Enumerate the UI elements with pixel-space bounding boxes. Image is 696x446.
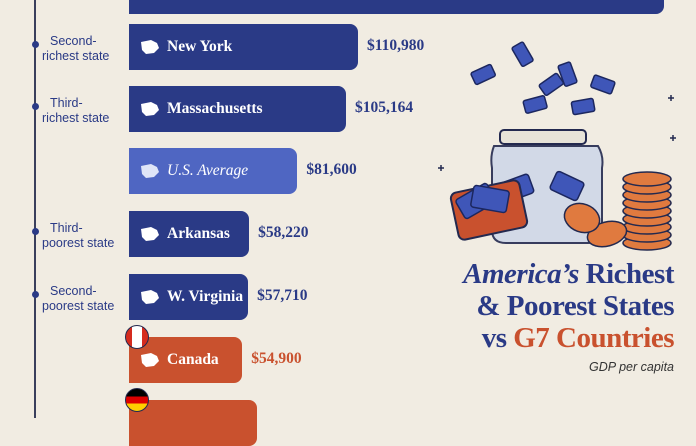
bar-value: $57,710 bbox=[257, 287, 308, 304]
bar-value: $58,220 bbox=[258, 224, 309, 241]
chart-subtitle: GDP per capita bbox=[589, 360, 674, 374]
bill-icon bbox=[470, 41, 616, 116]
bar-w-virginia: W. Virginia bbox=[129, 274, 249, 320]
timeline-dot bbox=[32, 228, 39, 235]
bar-label: Massachusetts bbox=[167, 100, 263, 117]
timeline-dot bbox=[32, 103, 39, 110]
bar-arkansas: Arkansas bbox=[129, 211, 250, 257]
bar-u-s-average: U.S. Average bbox=[129, 148, 298, 194]
bar-label: New York bbox=[167, 38, 233, 55]
state-shape-icon bbox=[141, 290, 159, 304]
bar-label: U.S. Average bbox=[167, 162, 249, 179]
rank-label: Second-poorest state bbox=[42, 284, 115, 313]
state-shape-icon bbox=[141, 102, 159, 116]
state-shape-icon bbox=[141, 164, 159, 178]
timeline-dot bbox=[32, 291, 39, 298]
title-line-3: vs G7 Countries bbox=[481, 322, 675, 354]
coin-stack-icon bbox=[563, 171, 672, 251]
germany-flag-icon bbox=[125, 388, 149, 412]
bar-new-york: New York bbox=[129, 24, 358, 70]
timeline-axis bbox=[34, 0, 36, 418]
rank-label: Second-richest state bbox=[42, 34, 110, 63]
bar-value: $81,600 bbox=[306, 161, 357, 178]
rank-label: Third-poorest state bbox=[42, 221, 115, 250]
bar-label: Canada bbox=[167, 351, 219, 368]
bar-partial-7 bbox=[125, 388, 257, 446]
canada-flag-icon bbox=[125, 325, 149, 349]
sparkle-icon bbox=[438, 95, 676, 171]
bar-label: W. Virginia bbox=[167, 288, 244, 305]
chart-title: America’s Richest & Poorest States vs G7… bbox=[463, 258, 674, 374]
bar-label: Arkansas bbox=[167, 225, 230, 242]
rank-label: Third-richest state bbox=[42, 96, 110, 125]
title-line-1: America’s Richest bbox=[463, 258, 674, 290]
state-shape-icon bbox=[141, 40, 159, 54]
bar-massachusetts: Massachusetts bbox=[129, 86, 346, 132]
bar-value: $110,980 bbox=[367, 37, 425, 54]
title-line-2: & Poorest States bbox=[476, 290, 674, 322]
wallet-icon bbox=[449, 179, 529, 241]
bar-partial-0 bbox=[129, 0, 664, 14]
money-jar-illustration bbox=[438, 41, 676, 251]
bar-canada: Canada bbox=[125, 325, 243, 383]
country-shape-icon bbox=[141, 353, 159, 367]
timeline-dot bbox=[32, 41, 39, 48]
bar-value: $54,900 bbox=[251, 350, 302, 367]
bar-value: $105,164 bbox=[354, 99, 414, 116]
state-shape-icon bbox=[141, 227, 159, 241]
